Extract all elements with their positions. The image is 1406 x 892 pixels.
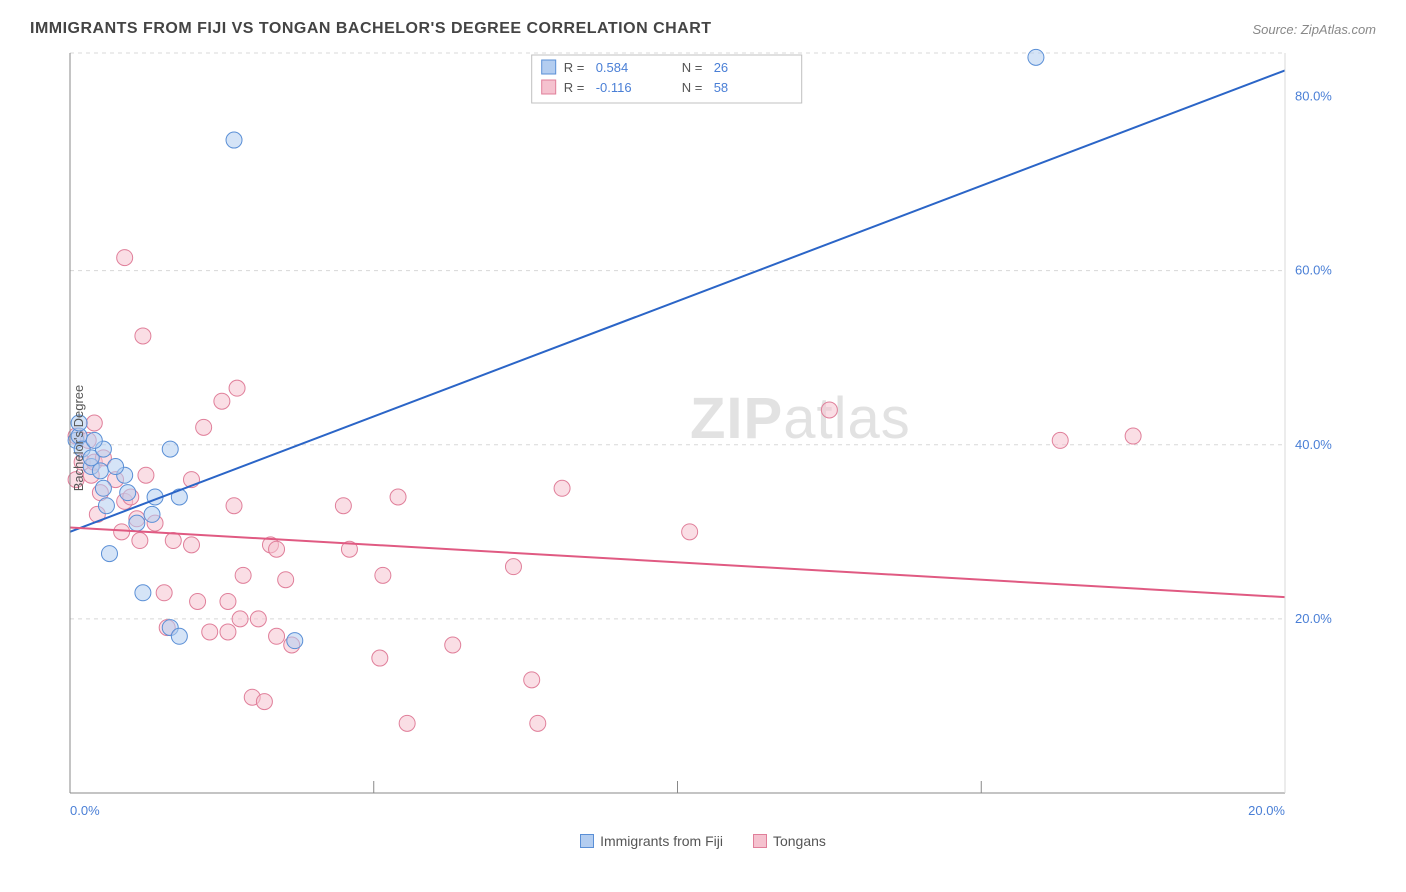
source-label: Source: ZipAtlas.com (1252, 22, 1376, 37)
bottom-legend: Immigrants from Fiji Tongans (30, 833, 1376, 849)
svg-text:0.584: 0.584 (596, 60, 629, 75)
y-axis-label: Bachelor's Degree (71, 385, 86, 492)
legend-label-fiji: Immigrants from Fiji (600, 833, 723, 849)
svg-text:40.0%: 40.0% (1295, 437, 1332, 452)
chart-title: IMMIGRANTS FROM FIJI VS TONGAN BACHELOR'… (30, 20, 712, 38)
svg-text:ZIPatlas: ZIPatlas (690, 386, 911, 451)
legend-item-fiji: Immigrants from Fiji (580, 833, 723, 849)
svg-text:58: 58 (714, 80, 728, 95)
legend-swatch-fiji (580, 834, 594, 848)
svg-text:N =: N = (682, 60, 703, 75)
scatter-chart: ZIPatlas 20.0% 40.0% 60.0% 80.0% 0.0% 20.0% R =… (30, 48, 1350, 828)
svg-text:60.0%: 60.0% (1295, 263, 1332, 278)
chart-container: Bachelor's Degree ZIPatlas 20.0% 40.0% 60.0… (30, 48, 1376, 828)
svg-text:N =: N = (682, 80, 703, 95)
legend-item-tongans: Tongans (753, 833, 826, 849)
legend-swatch-tongans (753, 834, 767, 848)
svg-text:20.0%: 20.0% (1248, 803, 1285, 818)
svg-text:R =: R = (564, 60, 585, 75)
svg-text:-0.116: -0.116 (596, 80, 632, 95)
svg-text:80.0%: 80.0% (1295, 89, 1332, 104)
svg-text:20.0%: 20.0% (1295, 611, 1332, 626)
svg-text:0.0%: 0.0% (70, 803, 100, 818)
legend-label-tongans: Tongans (773, 833, 826, 849)
svg-text:R =: R = (564, 80, 585, 95)
svg-text:26: 26 (714, 60, 728, 75)
